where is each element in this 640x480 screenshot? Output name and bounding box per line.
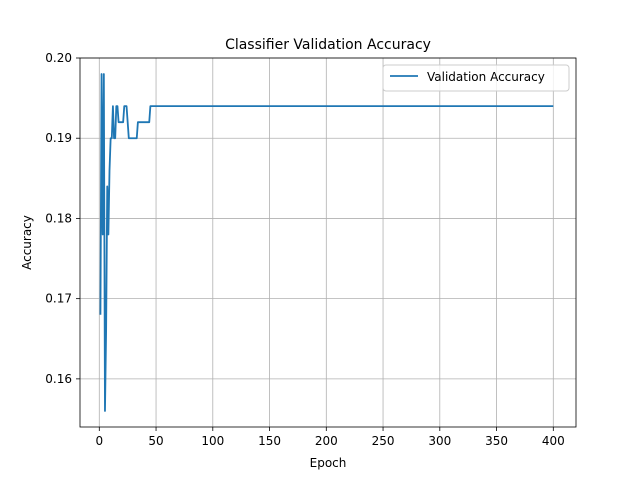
axis-ticks: 0 50 100 150 200 250 300 350 400 0.16 0.17 0.18 0.19… bbox=[45, 51, 564, 448]
x-tick-label: 150 bbox=[258, 434, 281, 448]
x-tick-label: 100 bbox=[201, 434, 224, 448]
x-axis-label: Epoch bbox=[310, 456, 347, 470]
chart-title: Classifier Validation Accuracy bbox=[225, 37, 431, 53]
plot-frame bbox=[79, 57, 577, 428]
y-tick-label: 0.16 bbox=[45, 372, 72, 386]
y-tick-label: 0.19 bbox=[45, 131, 72, 145]
x-tick-label: 300 bbox=[428, 434, 451, 448]
y-tick-label: 0.17 bbox=[45, 292, 72, 306]
legend-label: Validation Accuracy bbox=[427, 70, 545, 84]
series-lines bbox=[99, 73, 554, 412]
y-tick-label: 0.20 bbox=[45, 51, 72, 65]
validation-accuracy-line bbox=[99, 73, 554, 412]
x-tick-label: 250 bbox=[372, 434, 395, 448]
y-tick-label: 0.18 bbox=[45, 211, 72, 225]
x-tick-label: 400 bbox=[542, 434, 565, 448]
x-tick-label: 0 bbox=[95, 434, 103, 448]
x-tick-label: 50 bbox=[148, 434, 163, 448]
x-tick-label: 350 bbox=[485, 434, 508, 448]
y-axis-label: Accuracy bbox=[20, 215, 34, 270]
legend: Validation Accuracy bbox=[382, 64, 570, 92]
legend-box bbox=[382, 64, 570, 92]
x-tick-label: 200 bbox=[315, 434, 338, 448]
